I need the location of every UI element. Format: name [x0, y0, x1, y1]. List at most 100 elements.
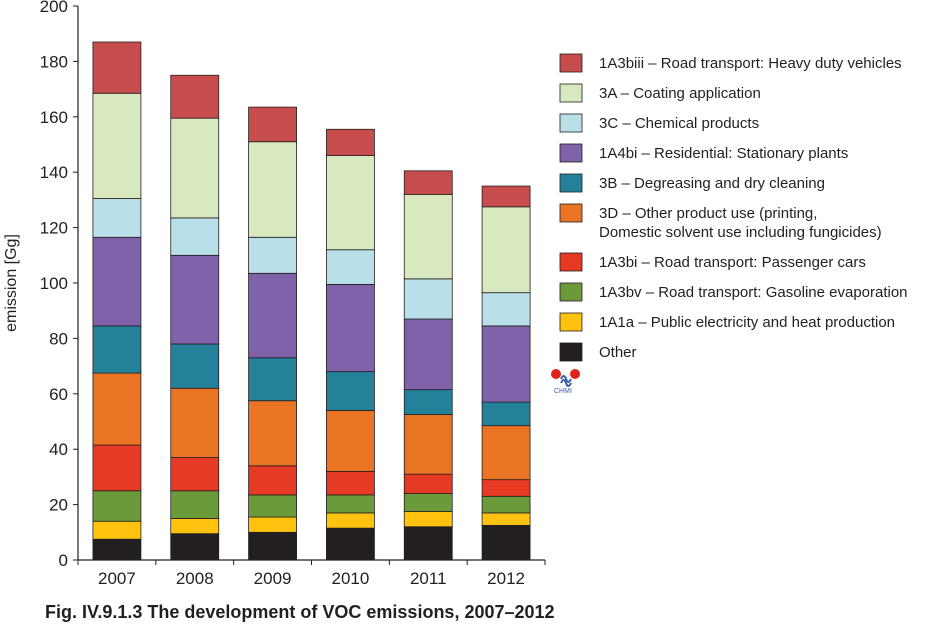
legend-label: 1A3bv – Road transport: Gasoline evapora…	[599, 284, 908, 301]
bar-segment	[248, 516, 297, 533]
chart-axes: 0 20 40 60 80 100 120 140 160 180 200 emission [Gg]…	[3, 0, 546, 588]
y-tick-label: 120	[40, 219, 68, 238]
y-tick-label: 20	[49, 496, 68, 515]
y-axis-label: emission [Gg]	[3, 234, 20, 332]
bar-segment	[481, 185, 531, 208]
y-tick-label: 0	[59, 551, 68, 570]
legend-label: 1A4bi – Residential: Stationary plants	[599, 145, 848, 162]
bar-segment	[170, 74, 220, 119]
legend-label: 1A3biii – Road transport: Heavy duty veh…	[599, 55, 902, 72]
bar-segment	[170, 490, 220, 519]
x-tick-label: 2007	[98, 569, 136, 588]
bar-segment	[170, 457, 220, 492]
legend-label: Domestic solvent use including fungicide…	[599, 224, 882, 241]
bar-segment	[326, 128, 375, 156]
bar-segment	[481, 479, 531, 497]
bar-segment	[481, 325, 531, 403]
legend-label: 3B – Degreasing and dry cleaning	[599, 175, 825, 192]
y-tick-label: 200	[40, 0, 68, 16]
bar-segment	[170, 117, 220, 219]
bar-segment	[248, 141, 297, 238]
bar-segment	[92, 236, 142, 327]
y-tick-label: 80	[49, 329, 68, 348]
y-tick-label: 100	[40, 274, 68, 293]
legend-swatch	[559, 252, 583, 272]
bar-segment	[248, 494, 297, 518]
legend-swatch	[559, 312, 583, 332]
legend-label: 3C – Chemical products	[599, 115, 759, 132]
x-tick-label: 2011	[410, 569, 447, 588]
bar-segment	[326, 371, 375, 411]
bar-segment	[92, 41, 142, 94]
bar-segment	[326, 283, 375, 373]
y-tick-label: 180	[40, 52, 68, 71]
legend-swatch	[559, 143, 583, 163]
x-tick-label: 2012	[487, 569, 525, 588]
bar-segment	[170, 533, 220, 561]
bar-segment	[248, 357, 297, 402]
figure-caption: Fig. IV.9.1.3 The development of VOC emi…	[45, 602, 555, 622]
bar-segment	[92, 325, 142, 374]
bar-segment	[248, 236, 297, 274]
x-tick-label: 2008	[176, 569, 214, 588]
bar-segment	[481, 512, 531, 526]
y-tick-label: 40	[49, 440, 68, 459]
legend-swatch	[559, 53, 583, 73]
y-tick-label: 60	[49, 385, 68, 404]
bar-segment	[326, 470, 375, 496]
legend-label: 3A – Coating application	[599, 85, 761, 102]
bar-segment	[403, 493, 453, 512]
legend-label: 1A1a – Public electricity and heat produ…	[599, 314, 895, 331]
bar-segment	[92, 538, 142, 561]
x-tick-label: 2010	[332, 569, 370, 588]
bar-segment	[403, 526, 453, 561]
bar-segment	[326, 512, 375, 529]
y-tick-label: 160	[40, 108, 68, 127]
bar-segment	[403, 511, 453, 528]
bar-segment	[92, 444, 142, 492]
bar-segment	[481, 425, 531, 481]
bar-segment	[326, 494, 375, 514]
bar-segment	[170, 387, 220, 458]
bar-segment	[248, 465, 297, 496]
legend-swatch	[559, 282, 583, 302]
legend-swatch	[559, 342, 583, 362]
bar-segment	[248, 531, 297, 561]
bar-segment	[248, 106, 297, 143]
bar-segment	[170, 518, 220, 535]
chmi-logo-icon	[549, 367, 583, 399]
legend-swatch	[559, 83, 583, 103]
bar-segment	[481, 495, 531, 514]
bar-segment	[92, 92, 142, 199]
y-tick-label: 140	[40, 163, 68, 182]
legend-swatch	[559, 113, 583, 133]
legend-label: 1A3bi – Road transport: Passenger cars	[599, 254, 866, 271]
bar-segment	[403, 473, 453, 494]
bar-segment	[248, 272, 297, 359]
bar-segment	[170, 254, 220, 345]
bar-segment	[481, 292, 531, 327]
bar-segment	[481, 524, 531, 561]
bar-segment	[92, 198, 142, 238]
bar-segment	[403, 170, 453, 195]
bar-segment	[481, 206, 531, 294]
chart-legend: 1A3biii – Road transport: Heavy duty veh…	[559, 53, 908, 362]
bar-segment	[92, 372, 142, 446]
voc-emissions-chart: 0 20 40 60 80 100 120 140 160 180 200 emission [Gg]…	[3, 0, 908, 588]
bar-segment	[248, 400, 297, 467]
legend-label: 3D – Other product use (printing,	[599, 205, 817, 222]
legend-swatch	[559, 173, 583, 193]
bar-segment	[403, 414, 453, 475]
bar-segment	[403, 318, 453, 391]
bar-segment	[170, 217, 220, 256]
bar-segment	[92, 520, 142, 540]
chmi-logo-text: CHMI	[554, 388, 572, 395]
chart-bars	[92, 41, 531, 561]
bar-segment	[403, 389, 453, 415]
legend-swatch	[559, 203, 583, 223]
legend-label: Other	[599, 344, 637, 361]
bar-segment	[326, 155, 375, 251]
bar-segment	[403, 193, 453, 280]
bar-segment	[326, 527, 375, 561]
bar-segment	[170, 343, 220, 389]
